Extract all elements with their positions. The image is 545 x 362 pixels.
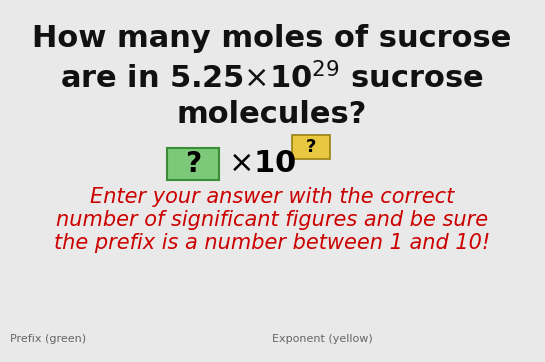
Text: are in 5.25$\times$10$^{29}$ sucrose: are in 5.25$\times$10$^{29}$ sucrose xyxy=(60,62,484,94)
Text: Prefix (green): Prefix (green) xyxy=(10,334,86,344)
Text: ?: ? xyxy=(185,150,201,178)
Text: molecules?: molecules? xyxy=(177,100,367,129)
FancyBboxPatch shape xyxy=(292,135,330,159)
FancyBboxPatch shape xyxy=(167,148,219,180)
Text: $\times$10: $\times$10 xyxy=(228,150,296,178)
Text: Enter your answer with the correct: Enter your answer with the correct xyxy=(90,187,454,207)
Text: Exponent (yellow): Exponent (yellow) xyxy=(272,334,373,344)
Text: How many moles of sucrose: How many moles of sucrose xyxy=(32,24,512,53)
Text: ?: ? xyxy=(306,138,316,156)
Text: the prefix is a number between 1 and 10!: the prefix is a number between 1 and 10! xyxy=(54,233,490,253)
Text: number of significant figures and be sure: number of significant figures and be sur… xyxy=(56,210,488,230)
